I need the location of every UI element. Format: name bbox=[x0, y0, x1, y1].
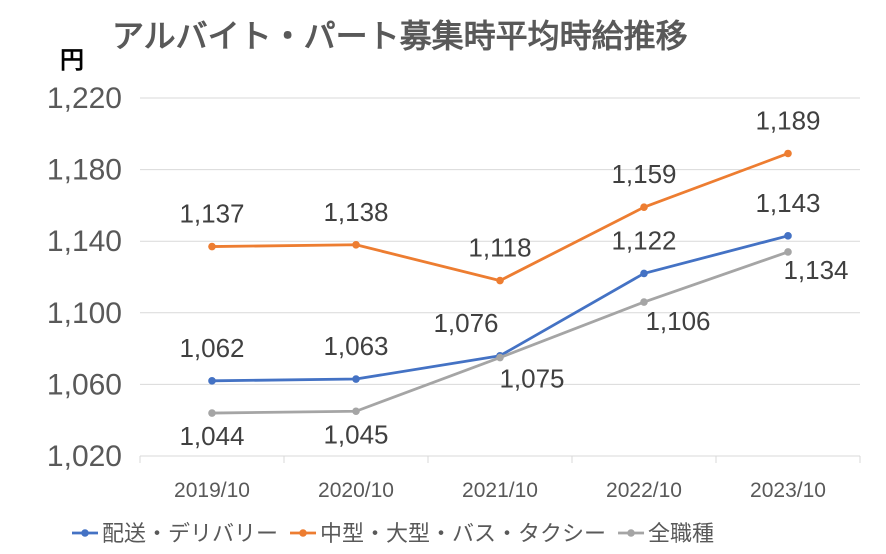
gridlines bbox=[139, 97, 861, 463]
data-point bbox=[352, 407, 360, 416]
y-tick-label: 1,060 bbox=[47, 368, 122, 401]
data-point bbox=[208, 377, 216, 385]
data-label: 1,118 bbox=[468, 233, 531, 263]
series-lines bbox=[208, 149, 792, 417]
data-label: 1,063 bbox=[323, 331, 388, 361]
chart-title: アルバイト・パート募集時平均時給推移 bbox=[112, 17, 688, 55]
y-tick-label: 1,140 bbox=[47, 225, 122, 258]
data-label: 1,189 bbox=[755, 105, 820, 135]
legend-marker bbox=[299, 529, 307, 537]
data-label: 1,075 bbox=[499, 364, 564, 394]
y-unit-label: 円 bbox=[60, 46, 84, 74]
legend-marker bbox=[81, 529, 89, 537]
data-label: 1,044 bbox=[179, 421, 244, 451]
data-label: 1,122 bbox=[611, 225, 676, 255]
data-point bbox=[640, 203, 648, 211]
y-tick-label: 1,220 bbox=[47, 82, 122, 115]
x-axis-ticks: 2019/10 2020/10 2021/10 2022/10 2023/10 bbox=[174, 479, 826, 502]
y-tick-label: 1,100 bbox=[47, 297, 122, 330]
data-point bbox=[784, 149, 792, 158]
x-tick-label: 2023/10 bbox=[750, 479, 826, 502]
legend: 配送・デリバリー 中型・大型・バス・タクシー 全職種 bbox=[72, 522, 714, 547]
data-point bbox=[496, 353, 504, 362]
data-point bbox=[640, 298, 648, 306]
data-label: 1,143 bbox=[755, 188, 820, 218]
x-tick-label: 2022/10 bbox=[606, 479, 682, 502]
data-point bbox=[640, 269, 648, 278]
legend-marker bbox=[627, 529, 635, 537]
data-label: 1,106 bbox=[645, 306, 710, 336]
legend-entry: 中型・大型・バス・タクシー bbox=[320, 522, 606, 547]
y-tick-label: 1,020 bbox=[47, 440, 122, 473]
x-tick-label: 2020/10 bbox=[318, 479, 394, 502]
data-label: 1,134 bbox=[783, 255, 848, 285]
y-axis-ticks: 1,020 1,060 1,100 1,140 1,180 1,220 bbox=[47, 82, 122, 473]
data-point bbox=[352, 240, 360, 249]
data-label: 1,138 bbox=[323, 197, 388, 227]
data-point bbox=[496, 276, 504, 285]
data-label: 1,045 bbox=[323, 419, 388, 449]
data-point bbox=[784, 248, 792, 256]
x-tick-label: 2019/10 bbox=[174, 479, 250, 502]
data-point bbox=[352, 375, 360, 383]
data-point bbox=[208, 409, 216, 417]
x-tick-label: 2021/10 bbox=[462, 479, 538, 502]
legend-entry: 全職種 bbox=[648, 522, 714, 547]
y-tick-label: 1,180 bbox=[47, 154, 122, 187]
data-labels: 1,062 1,063 1,076 1,122 1,143 1,137 1,138 1,118… bbox=[179, 105, 848, 451]
legend-entry: 配送・デリバリー bbox=[102, 522, 278, 547]
data-label: 1,159 bbox=[611, 159, 676, 189]
data-point bbox=[208, 242, 216, 251]
data-label: 1,076 bbox=[433, 308, 498, 338]
data-label: 1,137 bbox=[179, 199, 244, 229]
data-label: 1,062 bbox=[179, 333, 244, 363]
data-point bbox=[784, 232, 792, 240]
